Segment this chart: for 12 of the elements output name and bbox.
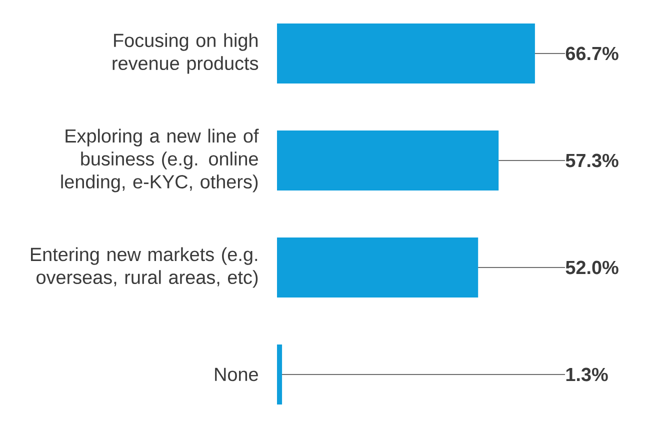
y-tick-label: Focusing on high revenue products — [112, 33, 258, 74]
y-tick-label: Entering new markets (e.g. overseas, rural areas, etc) — [31, 247, 258, 288]
data-label: 52.0% — [566, 260, 618, 274]
y-tick-label: Exploring a new line of business (e.g. online lending, e-KYC, others) — [61, 128, 259, 192]
y-tick-label: None — [215, 368, 258, 382]
bar — [277, 344, 282, 404]
bar — [277, 130, 499, 190]
bar — [277, 238, 478, 298]
data-label: 1.3% — [566, 368, 608, 382]
bar — [277, 24, 535, 84]
data-label: 57.3% — [566, 154, 618, 168]
data-label: 66.7% — [566, 46, 618, 60]
